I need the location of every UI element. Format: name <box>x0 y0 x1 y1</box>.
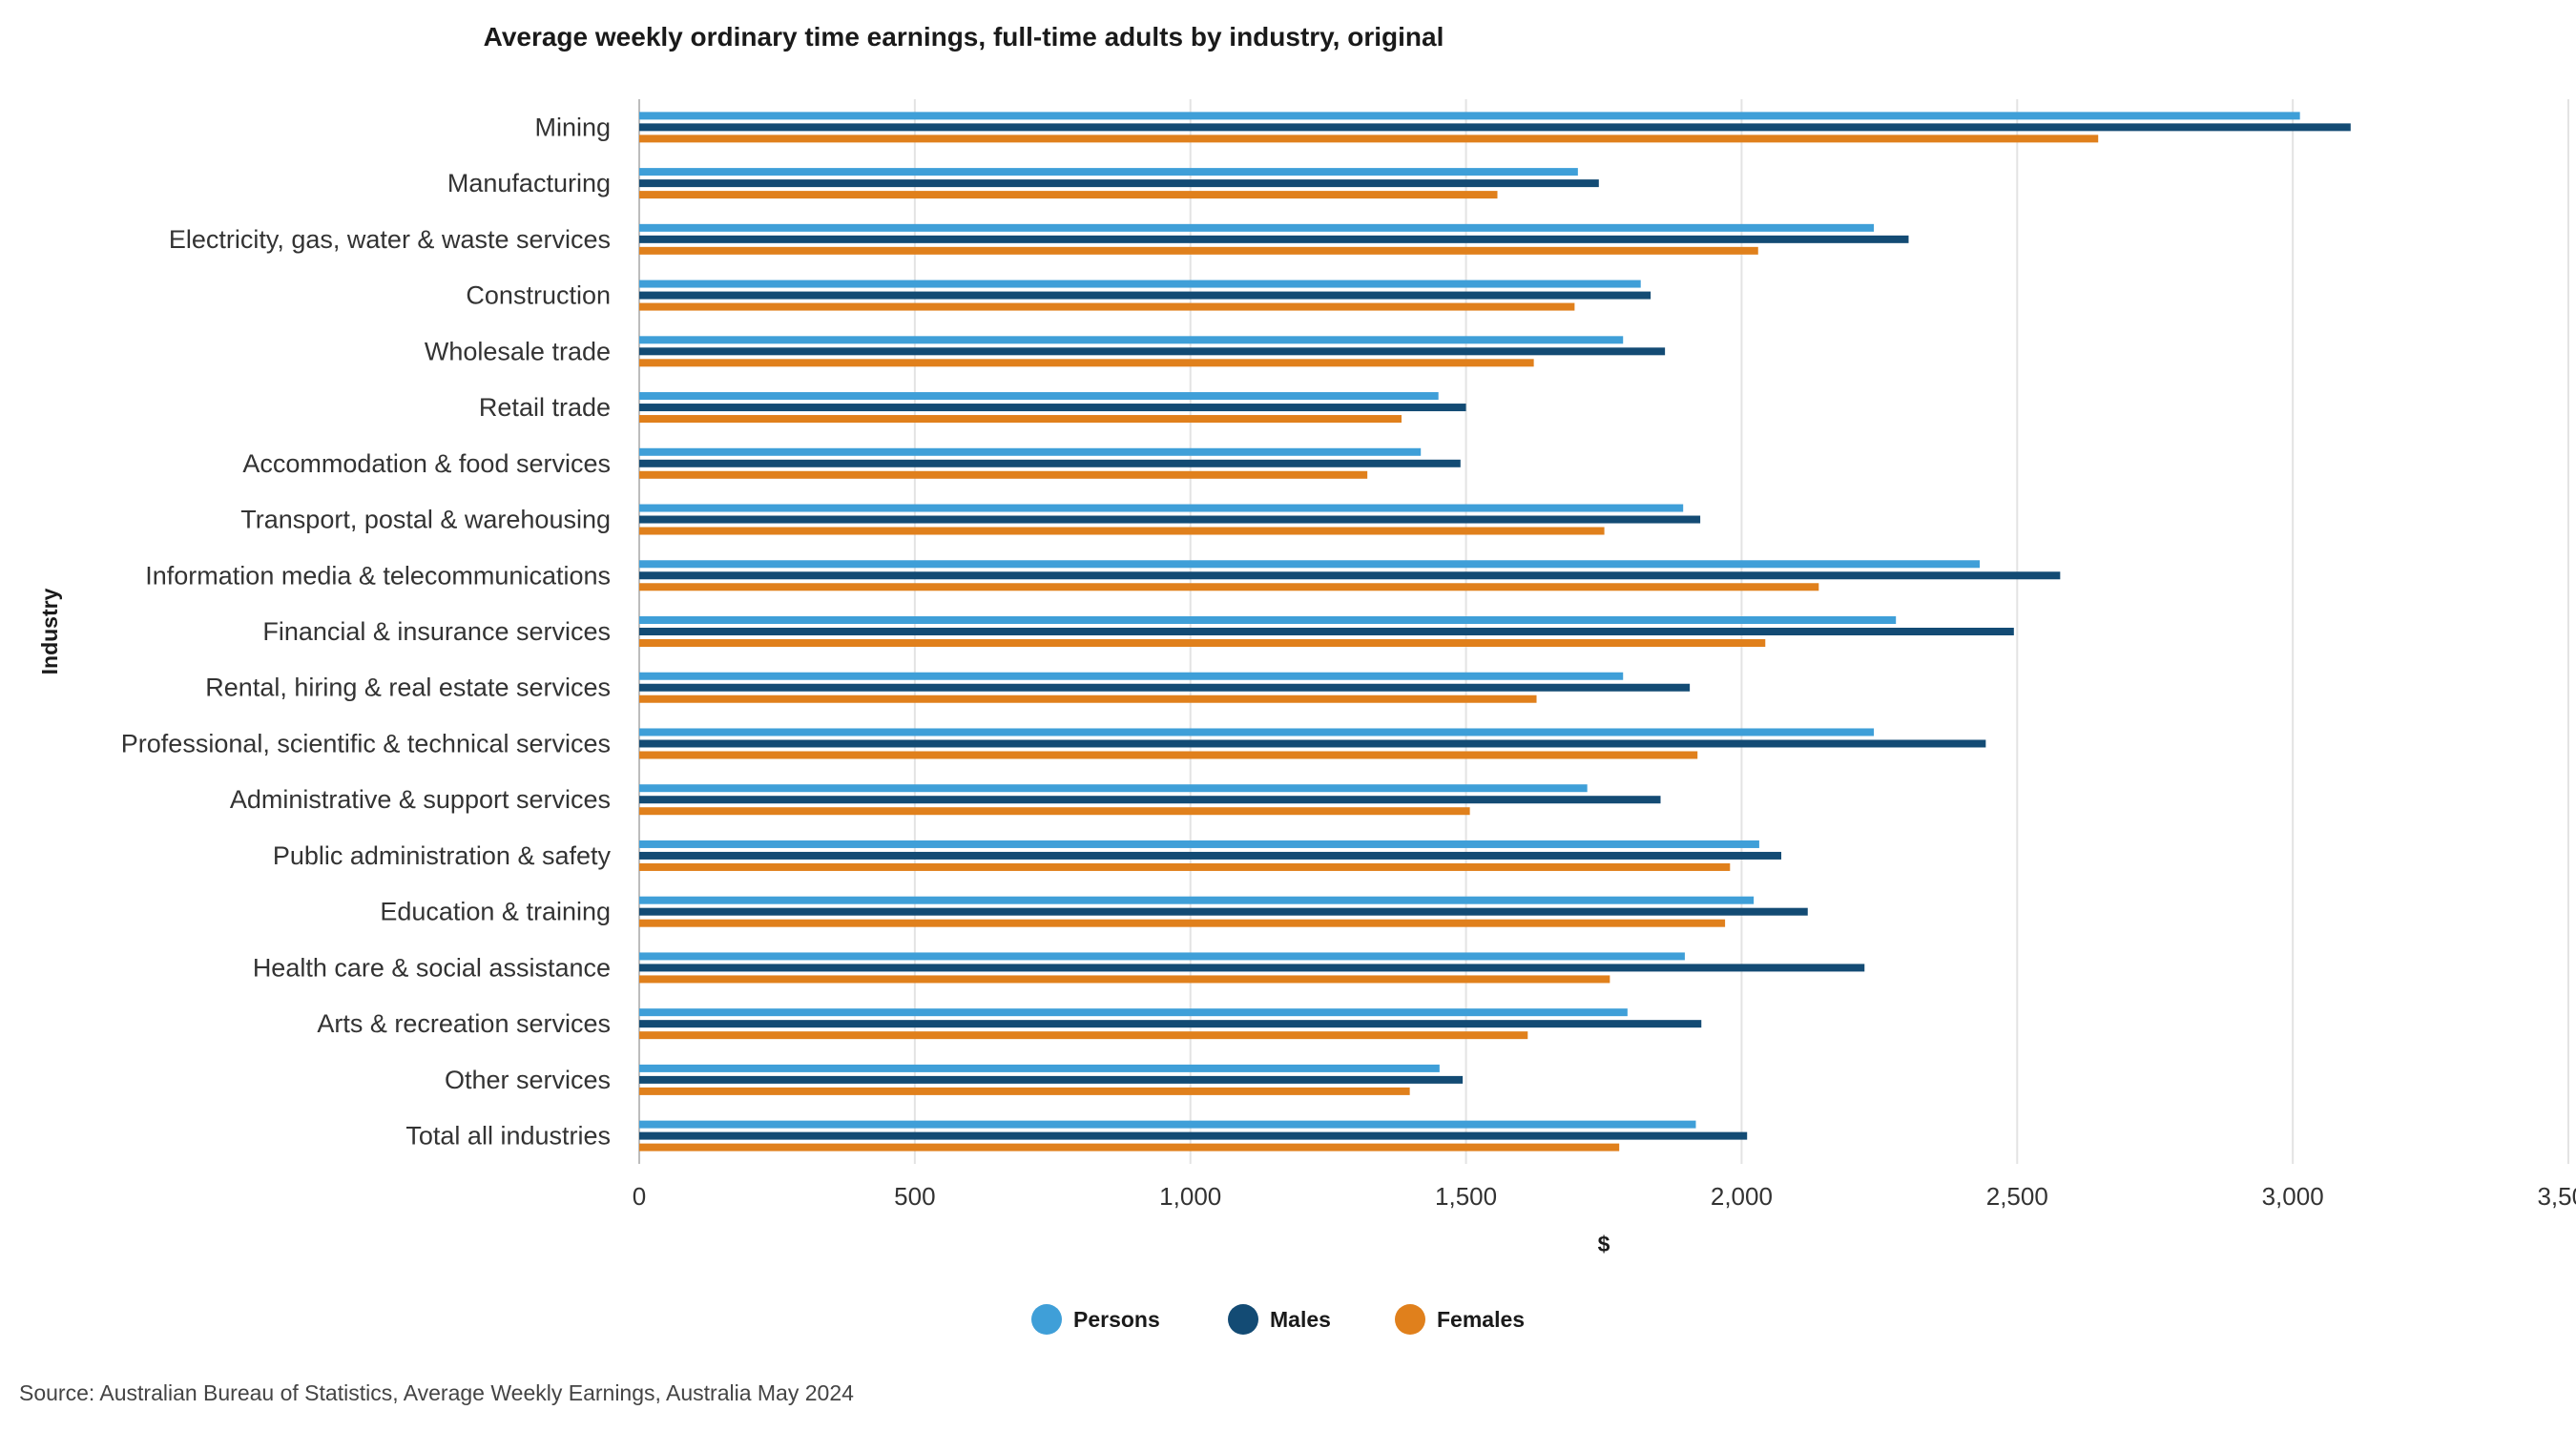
bar-males-2 <box>639 235 1909 243</box>
x-tick-label: 2,500 <box>1986 1182 2048 1211</box>
bar-females-17 <box>639 1087 1410 1095</box>
bar-persons-13 <box>639 840 1759 848</box>
bar-females-11 <box>639 751 1698 759</box>
bar-persons-14 <box>639 896 1755 904</box>
bar-females-15 <box>639 975 1610 984</box>
category-label: Information media & telecommunications <box>145 561 611 590</box>
bar-females-1 <box>639 191 1498 199</box>
bar-males-4 <box>639 347 1666 356</box>
bar-persons-9 <box>639 616 1897 624</box>
category-label: Professional, scientific & technical ser… <box>121 729 611 757</box>
bar-females-8 <box>639 583 1819 591</box>
bar-males-1 <box>639 179 1599 188</box>
y-axis-title: Industry <box>37 588 62 674</box>
bar-males-9 <box>639 628 2014 635</box>
bar-females-10 <box>639 695 1537 703</box>
legend-label-females[interactable]: Females <box>1437 1307 1525 1332</box>
bar-females-14 <box>639 919 1726 927</box>
x-tick-labels: 0 500 1,000 1,500 2,000 2,500 3,000 3,500 <box>633 1182 2576 1211</box>
bar-persons-4 <box>639 336 1624 344</box>
category-label: Electricity, gas, water & waste services <box>169 225 611 254</box>
bar-persons-1 <box>639 168 1578 176</box>
bar-females-5 <box>639 415 1402 424</box>
bar-males-3 <box>639 291 1652 300</box>
bar-persons-11 <box>639 728 1875 736</box>
bar-females-9 <box>639 639 1766 647</box>
bar-females-0 <box>639 135 2099 143</box>
x-tick-label: 1,500 <box>1435 1182 1497 1211</box>
bar-persons-10 <box>639 672 1624 680</box>
bar-females-4 <box>639 359 1534 367</box>
x-tick-label: 500 <box>894 1182 935 1211</box>
bar-males-11 <box>639 739 1986 748</box>
category-label: Manufacturing <box>447 169 611 197</box>
bar-males-5 <box>639 404 1466 412</box>
bar-persons-12 <box>639 784 1588 793</box>
bar-males-0 <box>639 123 2351 132</box>
bar-persons-6 <box>639 447 1422 456</box>
category-label: Education & training <box>380 898 611 926</box>
category-label: Wholesale trade <box>425 337 611 365</box>
category-label: Administrative & support services <box>230 785 611 814</box>
bar-males-14 <box>639 907 1808 916</box>
bar-persons-3 <box>639 280 1641 288</box>
bar-persons-8 <box>639 560 1981 569</box>
category-label: Accommodation & food services <box>242 449 611 478</box>
category-label: Other services <box>445 1066 611 1094</box>
bar-persons-15 <box>639 952 1685 961</box>
bar-females-13 <box>639 862 1731 871</box>
legend-marker-males <box>1228 1304 1258 1335</box>
x-tick-label: 0 <box>633 1182 646 1211</box>
bar-females-2 <box>639 246 1758 255</box>
legend: Persons Males Females <box>1031 1304 1525 1335</box>
bar-persons-17 <box>639 1064 1440 1072</box>
bar-males-6 <box>639 459 1461 467</box>
category-label: Transport, postal & warehousing <box>240 506 611 534</box>
bar-males-17 <box>639 1075 1464 1084</box>
bar-persons-2 <box>639 223 1875 232</box>
bar-persons-16 <box>639 1008 1628 1017</box>
bar-females-6 <box>639 470 1368 479</box>
source-note: Source: Australian Bureau of Statistics,… <box>19 1380 854 1405</box>
bar-females-12 <box>639 807 1470 816</box>
x-tick-label: 2,000 <box>1711 1182 1773 1211</box>
x-tick-label: 3,000 <box>2262 1182 2324 1211</box>
category-label: Total all industries <box>405 1122 611 1151</box>
bar-females-3 <box>639 302 1575 311</box>
bar-males-12 <box>639 796 1661 804</box>
chart-title: Average weekly ordinary time earnings, f… <box>484 22 1444 52</box>
category-label: Construction <box>466 281 611 310</box>
bar-males-13 <box>639 851 1782 860</box>
bar-persons-7 <box>639 504 1684 512</box>
category-label: Retail trade <box>479 393 611 422</box>
bar-persons-5 <box>639 392 1439 401</box>
category-label: Health care & social assistance <box>253 953 611 982</box>
x-tick-label: 3,500 <box>2537 1182 2576 1211</box>
bar-males-8 <box>639 571 2061 580</box>
bar-males-15 <box>639 964 1865 972</box>
category-label: Arts & recreation services <box>317 1009 611 1038</box>
bar-males-7 <box>639 515 1701 524</box>
bars <box>639 112 2351 1151</box>
category-label: Mining <box>534 113 611 141</box>
bar-females-18 <box>639 1143 1620 1151</box>
category-labels: Mining Manufacturing Electricity, gas, wat… <box>121 113 612 1150</box>
bar-females-16 <box>639 1031 1528 1040</box>
bar-males-16 <box>639 1020 1702 1028</box>
bar-males-18 <box>639 1131 1748 1140</box>
bar-males-10 <box>639 683 1691 692</box>
x-tick-label: 1,000 <box>1159 1182 1221 1211</box>
category-label: Financial & insurance services <box>262 617 611 646</box>
x-axis-title: $ <box>1598 1232 1610 1256</box>
bar-persons-18 <box>639 1120 1696 1129</box>
bar-persons-0 <box>639 112 2300 120</box>
legend-label-males[interactable]: Males <box>1270 1307 1331 1332</box>
category-label: Public administration & safety <box>273 841 612 870</box>
legend-marker-persons <box>1031 1304 1062 1335</box>
category-label: Rental, hiring & real estate services <box>205 674 611 702</box>
legend-label-persons[interactable]: Persons <box>1073 1307 1160 1332</box>
legend-marker-females <box>1395 1304 1425 1335</box>
bar-females-7 <box>639 527 1605 535</box>
